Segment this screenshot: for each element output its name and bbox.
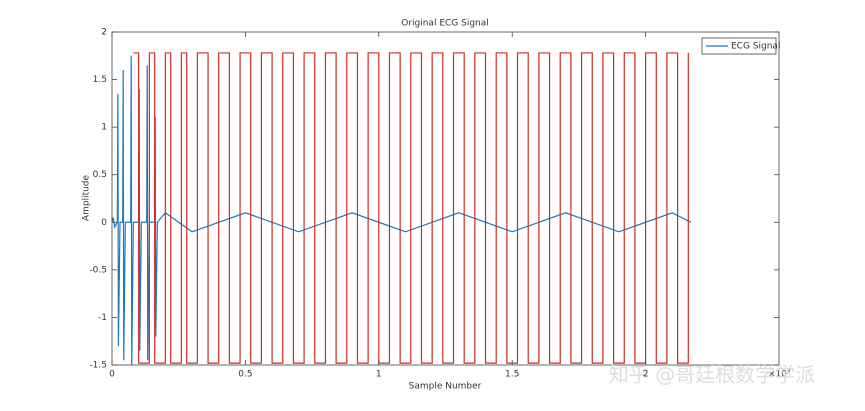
axes-box: [111, 31, 780, 366]
watermark: 知乎 @哥廷根数学学派: [609, 363, 815, 387]
y-tick-label: 2: [101, 28, 107, 38]
y-tick-label: 1.5: [93, 75, 107, 85]
x-tick-label: 2: [643, 370, 649, 380]
x-axis-label: Sample Number: [409, 382, 482, 392]
series-line: [133, 52, 689, 364]
y-tick-label: -0.5: [89, 265, 107, 275]
y-tick-label: -1: [98, 313, 107, 323]
y-axis-label: Amplitude: [82, 174, 92, 221]
y-tick-label: 0: [101, 218, 107, 228]
x-multiplier: ×10⁴: [768, 370, 791, 380]
x-tick-label: 1: [376, 370, 382, 380]
legend-label: ECG Signal: [731, 42, 780, 52]
chart-title: Original ECG Signal: [401, 19, 489, 29]
y-tick-label: 1: [101, 123, 107, 133]
y-tick-label: -1.5: [89, 361, 107, 371]
x-tick-label: 0: [109, 370, 115, 380]
x-tick-label: 1.5: [505, 370, 519, 380]
plot-area: [112, 32, 779, 365]
series-line: [111, 55, 692, 366]
x-tick-label: 0.5: [238, 370, 252, 380]
y-tick-label: 0.5: [93, 170, 107, 180]
legend-box: [701, 37, 777, 55]
